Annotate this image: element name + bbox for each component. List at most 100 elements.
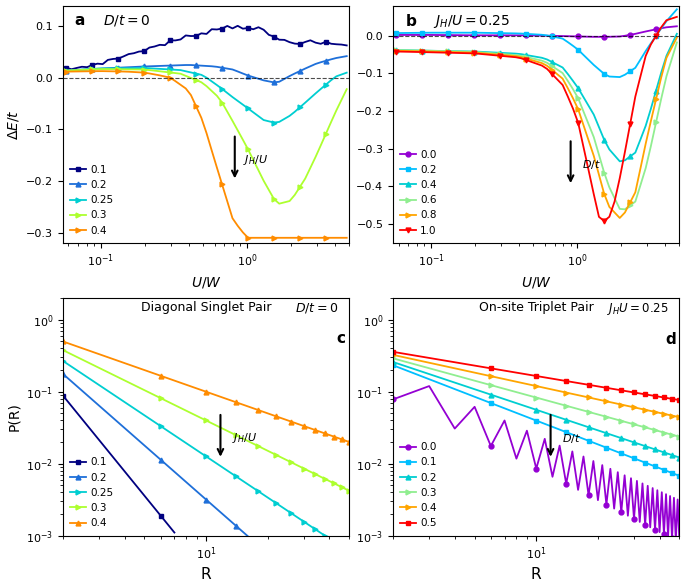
- 0.4: [93, 68, 101, 75]
- Y-axis label: $\Delta E/t$: $\Delta E/t$: [5, 109, 21, 140]
- 0.2: [660, 449, 668, 456]
- 0.25: [323, 534, 332, 541]
- 0.0: [675, 539, 684, 546]
- 0.5: [651, 392, 659, 399]
- 0.25: [114, 65, 123, 72]
- 0.4: [649, 408, 657, 415]
- 0.4: [192, 385, 201, 392]
- 0.4: [656, 409, 664, 416]
- 0.25: [171, 432, 179, 439]
- 0.4: [311, 426, 319, 433]
- 0.25: [308, 524, 316, 531]
- 0.3: [99, 65, 107, 72]
- 0.2: [646, 445, 654, 452]
- 0.5: [580, 380, 588, 387]
- 0.1: [59, 392, 67, 399]
- X-axis label: $U/W$: $U/W$: [521, 275, 551, 290]
- Line: 0.25: 0.25: [60, 359, 336, 544]
- 0.2: [460, 29, 468, 36]
- 0.4: [594, 396, 602, 403]
- 0.2: [556, 414, 564, 421]
- 0.3: [238, 435, 247, 442]
- 0.4: [425, 359, 434, 366]
- 0.4: [345, 439, 353, 446]
- 0.4: [512, 378, 521, 385]
- 0.4: [306, 425, 314, 432]
- Line: 0.5: 0.5: [390, 349, 682, 403]
- 0.1: [389, 362, 397, 369]
- 0.1: [140, 492, 149, 499]
- 0.3: [182, 407, 190, 415]
- 0.2: [121, 425, 129, 432]
- 0.25: [249, 485, 258, 492]
- 0.3: [300, 465, 308, 472]
- 0.0: [389, 396, 397, 403]
- 0.2: [129, 64, 138, 71]
- 0.3: [574, 406, 582, 413]
- 0.8: [496, 51, 504, 58]
- 0.0: [584, 492, 593, 499]
- 0.5: [584, 381, 593, 388]
- 0.3: [202, 417, 210, 424]
- Legend: 0.1, 0.2, 0.25, 0.3, 0.4: 0.1, 0.2, 0.25, 0.3, 0.4: [68, 455, 115, 530]
- 0.25: [171, 66, 179, 74]
- 0.4: [157, 372, 165, 379]
- 0.3: [336, 483, 344, 490]
- 0.3: [606, 415, 614, 422]
- 0.8: [393, 47, 401, 54]
- 0.4: [308, 426, 316, 433]
- 0.25: [325, 535, 334, 542]
- 0.1: [633, 456, 641, 463]
- 0.2: [523, 403, 531, 410]
- 0.5: [617, 387, 625, 394]
- 0.0: [423, 31, 432, 38]
- 0.25: [270, 119, 278, 126]
- 0.1: [119, 53, 127, 60]
- 0.4: [202, 388, 210, 395]
- 0.2: [232, 522, 240, 529]
- 0.25: [321, 532, 329, 539]
- 0.5: [471, 362, 479, 369]
- 1.0: [423, 49, 432, 56]
- 0.0: [445, 32, 453, 39]
- 0.5: [523, 371, 531, 378]
- 0.2: [532, 406, 540, 413]
- 0.4: [636, 405, 644, 412]
- 0.5: [574, 379, 582, 386]
- 0.1: [584, 437, 593, 445]
- Text: $D/t$: $D/t$: [582, 158, 601, 171]
- 0.4: [135, 69, 143, 76]
- 0.5: [624, 388, 632, 395]
- 0.0: [614, 469, 622, 476]
- 0.3: [343, 486, 351, 493]
- 0.4: [290, 419, 299, 426]
- Line: 0.4: 0.4: [394, 31, 680, 163]
- 1.0: [668, 15, 676, 22]
- 0.25: [244, 481, 252, 488]
- 0.8: [423, 48, 432, 55]
- 0.5: [656, 393, 664, 400]
- 0.3: [329, 480, 338, 487]
- 0.0: [651, 526, 659, 533]
- 0.2: [244, 533, 252, 540]
- 0.4: [272, 413, 280, 420]
- 0.4: [95, 350, 103, 358]
- 0.4: [325, 432, 334, 439]
- 0.8: [460, 49, 468, 56]
- 0.2: [630, 439, 638, 446]
- 0.6: [668, 56, 676, 63]
- 0.5: [644, 391, 652, 398]
- 0.1: [614, 449, 622, 456]
- 0.3: [540, 396, 549, 403]
- 0.4: [610, 399, 619, 406]
- 0.0: [636, 519, 644, 526]
- 0.4: [393, 46, 401, 54]
- 0.2: [157, 456, 165, 463]
- 0.1: [532, 417, 540, 424]
- 0.2: [219, 510, 227, 517]
- 0.2: [182, 479, 190, 486]
- 0.25: [232, 473, 240, 480]
- 0.2: [445, 29, 453, 36]
- 0.25: [294, 514, 302, 521]
- Line: 0.2: 0.2: [394, 7, 680, 79]
